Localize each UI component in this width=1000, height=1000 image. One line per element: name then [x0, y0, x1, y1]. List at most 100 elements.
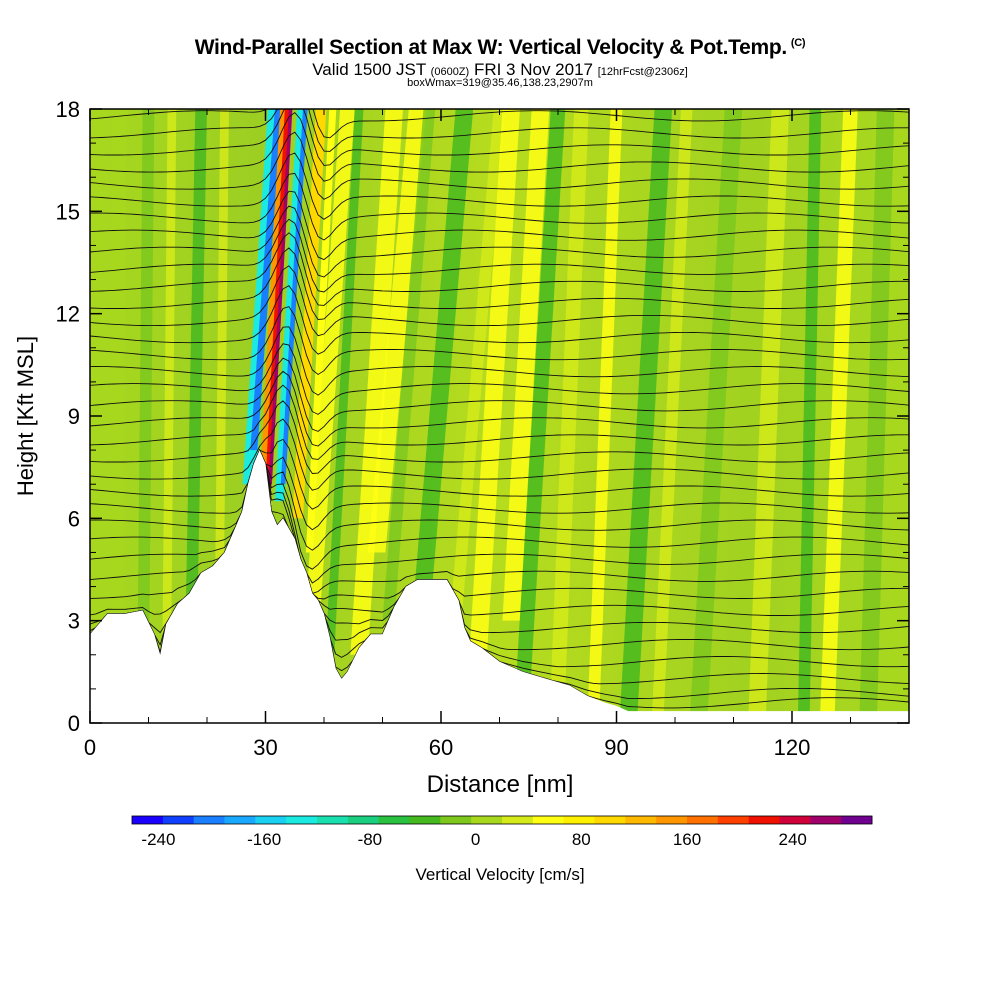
forecast-info: [12hrFcst@2306z]: [597, 66, 688, 78]
box-info: boxWmax=319@35.46,138.23,2907m: [407, 77, 593, 89]
valid-prefix: Valid 1500 JST: [312, 60, 426, 79]
chart-title: Wind-Parallel Section at Max W: Vertical…: [0, 36, 1000, 60]
colorbar-swatch: [563, 816, 595, 824]
velocity-streak: [382, 109, 436, 621]
velocity-streak: [467, 109, 520, 689]
theta-contour: [90, 306, 909, 376]
theta-contour: [90, 205, 909, 278]
y-tick-label: 9: [68, 404, 80, 429]
velocity-streak: [587, 109, 623, 723]
theta-contour: [90, 109, 909, 166]
x-axis-label: Distance [nm]: [427, 771, 574, 798]
velocity-streak: [325, 109, 364, 655]
valid-time-line: Valid 1500 JST (0600Z) FRI 3 Nov 2017 [1…: [0, 60, 1000, 80]
colorbar-swatch: [687, 816, 719, 824]
velocity-streak: [515, 109, 566, 689]
colorbar-swatch: [841, 816, 873, 824]
colorbar-label: Vertical Velocity [cm/s]: [415, 865, 584, 884]
colorbar-swatch: [810, 816, 842, 824]
y-tick-label: 3: [68, 609, 80, 634]
colorbar-swatch: [132, 816, 164, 824]
title-text: Wind-Parallel Section at Max W: Vertical…: [194, 36, 788, 59]
velocity-streak: [161, 109, 177, 723]
theta-contour: [90, 218, 909, 293]
plot-area: [90, 109, 909, 723]
theta-contour: [90, 109, 909, 152]
theta-contour: [90, 265, 909, 337]
colorbar-tick-label: -240: [141, 830, 175, 849]
theta-contour: [90, 448, 909, 594]
colorbar-swatch: [594, 816, 626, 824]
utc-time: (0600Z): [430, 66, 470, 78]
theta-contour: [90, 131, 909, 200]
colorbar-swatch: [748, 816, 780, 824]
theta-contour: [90, 400, 909, 474]
terrain: [90, 450, 909, 723]
velocity-streak: [106, 109, 127, 723]
colorbar-swatch: [162, 816, 195, 824]
theta-contour: [90, 190, 909, 261]
velocity-streak: [619, 109, 673, 723]
colorbar-tick-label: -80: [358, 830, 383, 849]
colorbar: -240 -160 -80 0 80 160 240: [131, 815, 873, 849]
colorbar-swatch: [532, 816, 565, 824]
velocity-streak: [550, 109, 589, 689]
colorbar-swatch: [347, 816, 380, 824]
colorbar-swatch: [440, 816, 472, 824]
copyright-mark: (C): [790, 37, 806, 49]
colorbar-swatch: [317, 816, 349, 824]
colorbar-swatch: [625, 816, 657, 824]
velocity-streak: [797, 109, 822, 723]
axes: 0 30 60 90 120 0 3 6 9 12 15 18: [56, 97, 909, 760]
colorbar-swatch: [255, 816, 287, 824]
colorbar-swatch: [193, 816, 225, 824]
y-tick-label: 0: [68, 711, 80, 736]
velocity-streak: [214, 109, 229, 655]
theta-contour: [90, 172, 909, 241]
x-tick-label: 30: [253, 735, 277, 760]
y-tick-label: 18: [56, 97, 80, 122]
colorbar-tick-label: 160: [673, 830, 701, 849]
theta-contour: [90, 448, 909, 551]
velocity-streak: [446, 109, 506, 655]
valid-date: FRI 3 Nov 2017: [473, 60, 593, 79]
theta-contour: [90, 326, 909, 396]
theta-contour: [90, 384, 909, 460]
y-tick-label: 12: [56, 302, 80, 327]
colorbar-tick-label: 0: [471, 830, 480, 849]
y-tick-label: 15: [56, 199, 80, 224]
velocity-streak: [859, 109, 895, 723]
colorbar-swatch: [717, 816, 750, 824]
theta-contour: [90, 285, 909, 355]
theta-contour: [90, 418, 909, 491]
colorbar-frame: [131, 815, 873, 825]
colorbar-swatch: [502, 816, 534, 824]
velocity-shading: [106, 109, 895, 723]
theta-contour: [90, 448, 909, 584]
mountain-wave-band: [268, 109, 293, 485]
velocity-streak: [304, 109, 355, 621]
colorbar-swatch: [471, 816, 503, 824]
theta-contour: [90, 111, 909, 182]
theta-contour: [90, 357, 909, 432]
mountain-wave-band: [305, 109, 337, 553]
x-tick-label: 120: [774, 735, 811, 760]
x-tick-label: 90: [604, 735, 628, 760]
colorbar-swatch: [779, 816, 811, 824]
mountain-wave-band: [280, 109, 308, 485]
y-tick-label: 6: [68, 506, 80, 531]
velocity-streak: [819, 109, 858, 723]
colorbar-tick-label: 240: [779, 830, 807, 849]
velocity-streak: [502, 109, 550, 621]
mountain-wave-band: [250, 109, 282, 451]
x-tick-label: 60: [429, 735, 453, 760]
theta-contour: [90, 448, 909, 570]
colorbar-swatch: [224, 816, 256, 824]
velocity-streak: [414, 109, 474, 587]
velocity-streak: [748, 109, 790, 723]
theta-contour: [90, 247, 909, 320]
colorbar-swatch: [656, 816, 688, 824]
mountain-wave-band: [292, 109, 327, 519]
theta-contour: [90, 152, 909, 220]
